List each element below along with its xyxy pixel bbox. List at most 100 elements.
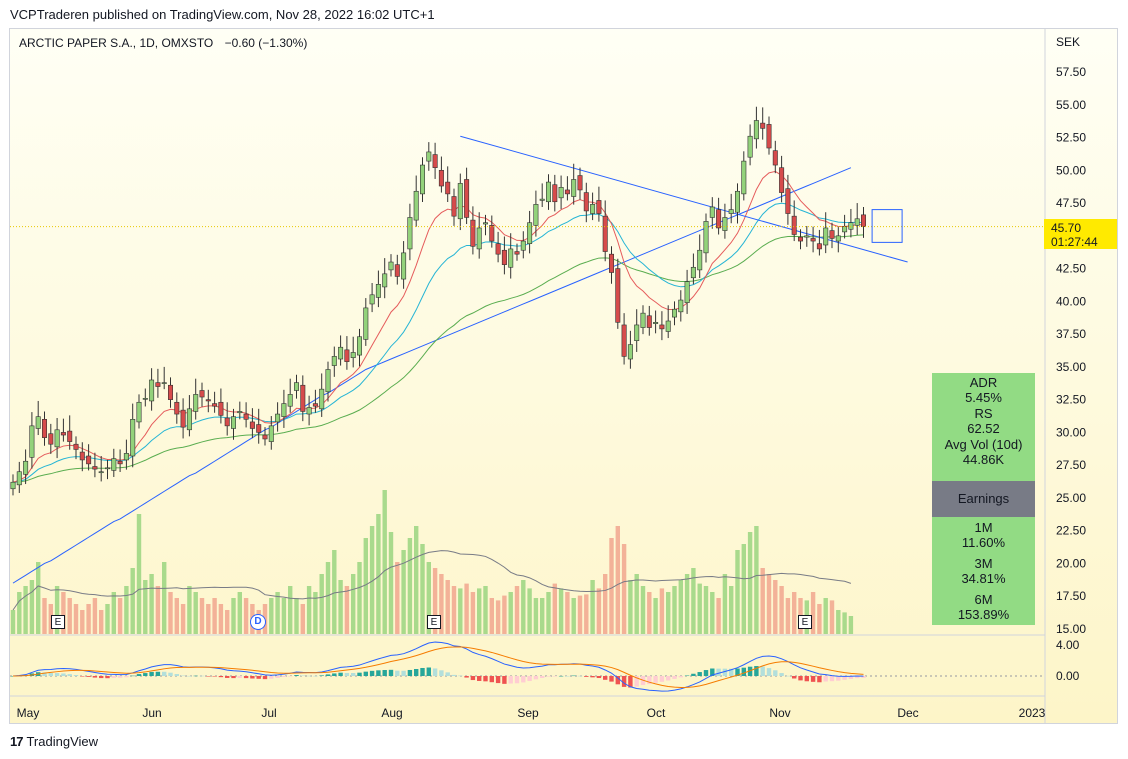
chart-frame[interactable]: SEK57.5055.0052.5050.0047.5045.0042.5040… [9, 28, 1118, 724]
macd-histogram-bar [621, 676, 627, 687]
candle-body [564, 189, 570, 195]
macd-histogram-bar [363, 671, 368, 676]
volume-bar [464, 583, 469, 634]
candle-body [854, 218, 860, 226]
y-tick-label: 57.50 [1056, 65, 1086, 79]
footer-brand: TradingView [26, 734, 99, 749]
macd-histogram-bar [508, 676, 513, 684]
volume-bar [640, 586, 646, 634]
dividend-marker[interactable]: D [250, 614, 266, 630]
candle-body [508, 248, 514, 268]
candle-body [41, 419, 47, 438]
volume-bar [187, 586, 192, 634]
candle-body [199, 390, 205, 398]
bar-countdown: 01:27:44 [1051, 235, 1098, 249]
candle-body [703, 221, 709, 254]
volume-bar [206, 604, 211, 634]
volume-bar [420, 544, 425, 634]
candle-body [67, 430, 73, 442]
candle-body [262, 434, 268, 440]
candle-body [753, 120, 759, 140]
candle-body [369, 294, 375, 305]
macd-histogram-bar [61, 673, 66, 676]
macd-histogram-bar [710, 668, 715, 676]
candle-body [16, 471, 22, 486]
macd-histogram-bar [388, 669, 394, 676]
earnings-marker[interactable]: E [798, 615, 812, 629]
volume-bar [779, 586, 784, 634]
candle-body [797, 236, 803, 242]
macd-histogram-bar [193, 675, 198, 677]
volume-bar [42, 598, 47, 634]
candle-body [653, 322, 659, 324]
candle-body [804, 235, 810, 238]
y-tick-label: 30.00 [1056, 425, 1086, 439]
candle-body [690, 266, 696, 279]
volume-bar [697, 583, 702, 634]
macd-histogram-bar [92, 676, 98, 678]
candle-body [640, 312, 646, 328]
candle-body [426, 151, 432, 162]
volume-ma-line [12, 550, 852, 611]
candle-body [375, 284, 381, 298]
macd-histogram-bar [716, 668, 721, 676]
volume-bar [407, 538, 413, 634]
avg-vol-label: Avg Vol (10d) [944, 437, 1023, 452]
candle-body [54, 429, 60, 448]
perf-3m-value: 34.81% [961, 570, 1006, 586]
candle-body [331, 356, 337, 366]
candle-body [350, 352, 356, 359]
y-tick-label: 22.50 [1056, 524, 1086, 538]
volume-bar [785, 598, 791, 634]
candle-body [785, 188, 791, 214]
macd-histogram-bar [306, 675, 312, 677]
volume-bar [584, 594, 589, 634]
macd-histogram-bar [294, 675, 299, 676]
macd-histogram-bar [395, 670, 400, 676]
volume-bar [426, 562, 431, 634]
candle-body [388, 261, 394, 271]
macd-histogram-bar [344, 672, 350, 676]
candle-body [495, 243, 501, 255]
macd-histogram-bar [105, 676, 110, 679]
macd-histogram-bar [218, 676, 224, 678]
macd-histogram-bar [464, 676, 469, 678]
volume-bar [458, 588, 463, 634]
macd-histogram-bar [149, 671, 154, 676]
candle-body [860, 214, 866, 227]
candle-body [835, 235, 841, 242]
macd-histogram-bar [243, 676, 249, 679]
x-tick-label: 2023 [1019, 706, 1046, 720]
adr-label: ADR [969, 375, 998, 390]
candle-body [186, 408, 192, 431]
volume-bar [848, 616, 854, 634]
candle-body [249, 421, 255, 429]
volume-bar [596, 588, 602, 634]
macd-histogram-bar [798, 676, 803, 681]
volume-bar [533, 598, 539, 634]
candle-body [527, 222, 533, 244]
candle-body [533, 204, 539, 226]
macd-histogram-bar [540, 676, 545, 678]
candle-body [237, 411, 243, 414]
footer: 17 TradingView [10, 734, 98, 749]
candle-body [338, 346, 344, 360]
macd-histogram-bar [483, 676, 488, 682]
earnings-marker[interactable]: E [427, 615, 441, 629]
volume-bar [332, 550, 337, 634]
macd-histogram-bar [351, 672, 356, 676]
macd-histogram-bar [514, 676, 520, 684]
macd-histogram-bar [369, 670, 375, 676]
candle-body [419, 164, 425, 195]
candle-body [155, 382, 161, 387]
candle-body [10, 481, 16, 490]
macd-histogram-bar [180, 675, 186, 677]
candle-body [678, 299, 684, 313]
volume-bar [810, 592, 816, 634]
earnings-marker[interactable]: E [51, 615, 65, 629]
macd-histogram-bar [212, 676, 217, 677]
macd-histogram-bar [741, 667, 746, 676]
volume-bar [590, 580, 595, 634]
volume-bar [678, 580, 683, 634]
volume-bar [823, 598, 828, 634]
